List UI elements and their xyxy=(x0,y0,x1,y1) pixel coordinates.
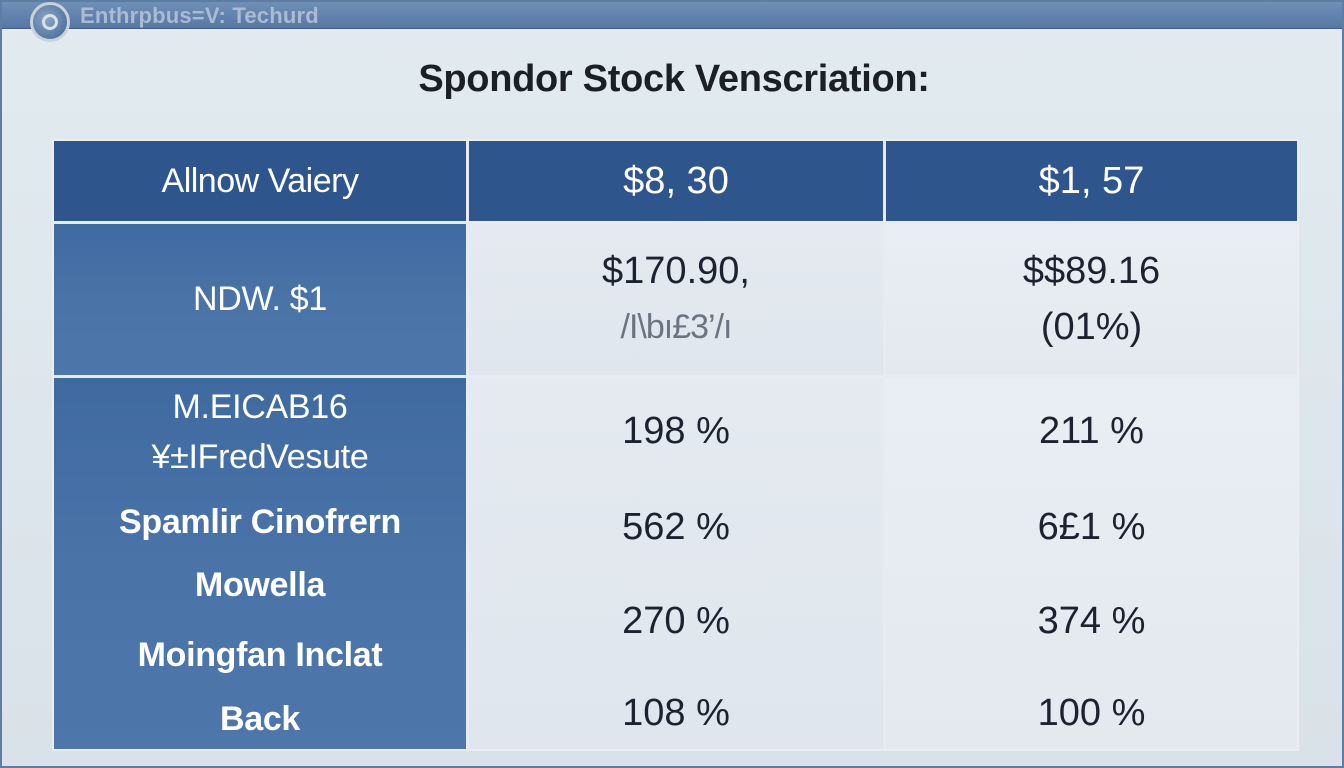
cell-value: 6£1 % xyxy=(1037,506,1146,548)
row-label: Back xyxy=(219,700,301,738)
row-label: Moingfan Inclat xyxy=(137,636,383,674)
cell-subvalue: /I\bı£3’/ı xyxy=(620,308,733,346)
cell-value: $170.90, xyxy=(602,250,750,292)
table-cell: $$89.16 (01%) xyxy=(886,224,1297,375)
table-header-label: Allnow Vaiery xyxy=(54,141,466,221)
table-cell: $170.90, /I\bı£3’/ı xyxy=(469,224,883,375)
app-logo-icon[interactable] xyxy=(30,2,70,42)
row-label: M.EICAB16 xyxy=(172,388,348,426)
cell-value: 198 % xyxy=(622,410,730,452)
row-label: NDW. $1 xyxy=(193,280,327,318)
table-cell: 198 % 562 % 270 % 108 % xyxy=(469,378,883,749)
cell-value: 270 % xyxy=(622,600,730,642)
stock-table: Allnow Vaiery $8, 30 $1, 57 NDW. $1 $170… xyxy=(52,139,1299,751)
cell-subvalue: (01%) xyxy=(1040,306,1143,348)
table-header-col1: $8, 30 xyxy=(469,141,883,221)
cell-value: 374 % xyxy=(1037,600,1146,642)
cell-value: 100 % xyxy=(1037,692,1146,734)
table-header-col2: $1, 57 xyxy=(886,141,1297,221)
table-row-label-cell: NDW. $1 xyxy=(54,224,466,375)
row-label: Mowella xyxy=(194,566,326,604)
cell-value: 211 % xyxy=(1039,410,1144,452)
cell-value: $$89.16 xyxy=(1022,250,1161,292)
title-bar: Enthrpbus=V: Techurd xyxy=(2,2,1342,42)
row-label: Spamlir Cinofrern xyxy=(118,503,402,541)
cell-value: 108 % xyxy=(622,692,730,734)
table-cell: 211 % 6£1 % 374 % 100 % xyxy=(886,378,1297,749)
cell-value: 562 % xyxy=(622,506,730,548)
page-title: Spondor Stock Venscriation: xyxy=(418,58,930,100)
table-row-label-cell: M.EICAB16 ¥±IFredVesute Spamlir Cinofrer… xyxy=(54,378,466,749)
window-title: Enthrpbus=V: Techurd xyxy=(80,3,319,28)
row-label: ¥±IFredVesute xyxy=(151,438,369,476)
